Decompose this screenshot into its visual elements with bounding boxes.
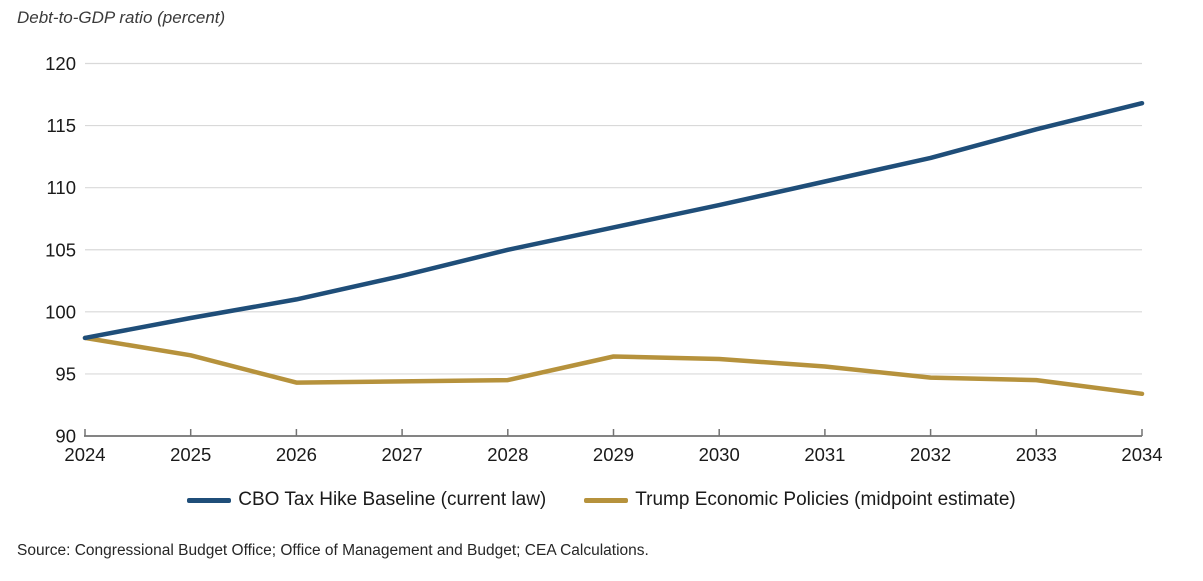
x-tick-label: 2033	[1016, 444, 1057, 465]
x-tick-label: 2024	[64, 444, 105, 465]
legend-item-cbo-baseline: CBO Tax Hike Baseline (current law)	[187, 489, 546, 511]
y-tick-label: 115	[47, 115, 77, 136]
y-tick-label: 100	[45, 301, 76, 322]
chart-title: Debt-to-GDP ratio (percent)	[17, 8, 226, 27]
y-tick-label: 110	[47, 177, 77, 198]
chart-legend: CBO Tax Hike Baseline (current law) Trum…	[0, 489, 1203, 511]
legend-item-trump-policies: Trump Economic Policies (midpoint estima…	[584, 489, 1016, 511]
x-tick-label: 2031	[804, 444, 845, 465]
y-tick-label: 90	[55, 426, 76, 447]
x-tick-label: 2032	[910, 444, 951, 465]
y-tick-label: 120	[45, 53, 76, 74]
x-tick-label: 2026	[276, 444, 317, 465]
x-tick-label: 2028	[487, 444, 528, 465]
x-tick-label: 2030	[699, 444, 740, 465]
x-tick-label: 2025	[170, 444, 211, 465]
series-line-cbo-baseline	[82, 100, 1145, 341]
x-tick-label: 2027	[382, 444, 423, 465]
legend-label-trump-policies: Trump Economic Policies (midpoint estima…	[635, 489, 1016, 510]
y-tick-label: 105	[45, 239, 76, 260]
x-tick-label: 2034	[1121, 444, 1162, 465]
source-note: Source: Congressional Budget Office; Off…	[17, 542, 649, 559]
series-line-trump-policies	[82, 335, 1145, 397]
legend-line-swatch-baseline	[187, 497, 232, 503]
x-tick-label: 2029	[593, 444, 634, 465]
y-tick-label: 95	[55, 363, 76, 384]
legend-label-cbo-baseline: CBO Tax Hike Baseline (current law)	[238, 489, 547, 510]
legend-line-swatch-policy	[584, 497, 629, 503]
